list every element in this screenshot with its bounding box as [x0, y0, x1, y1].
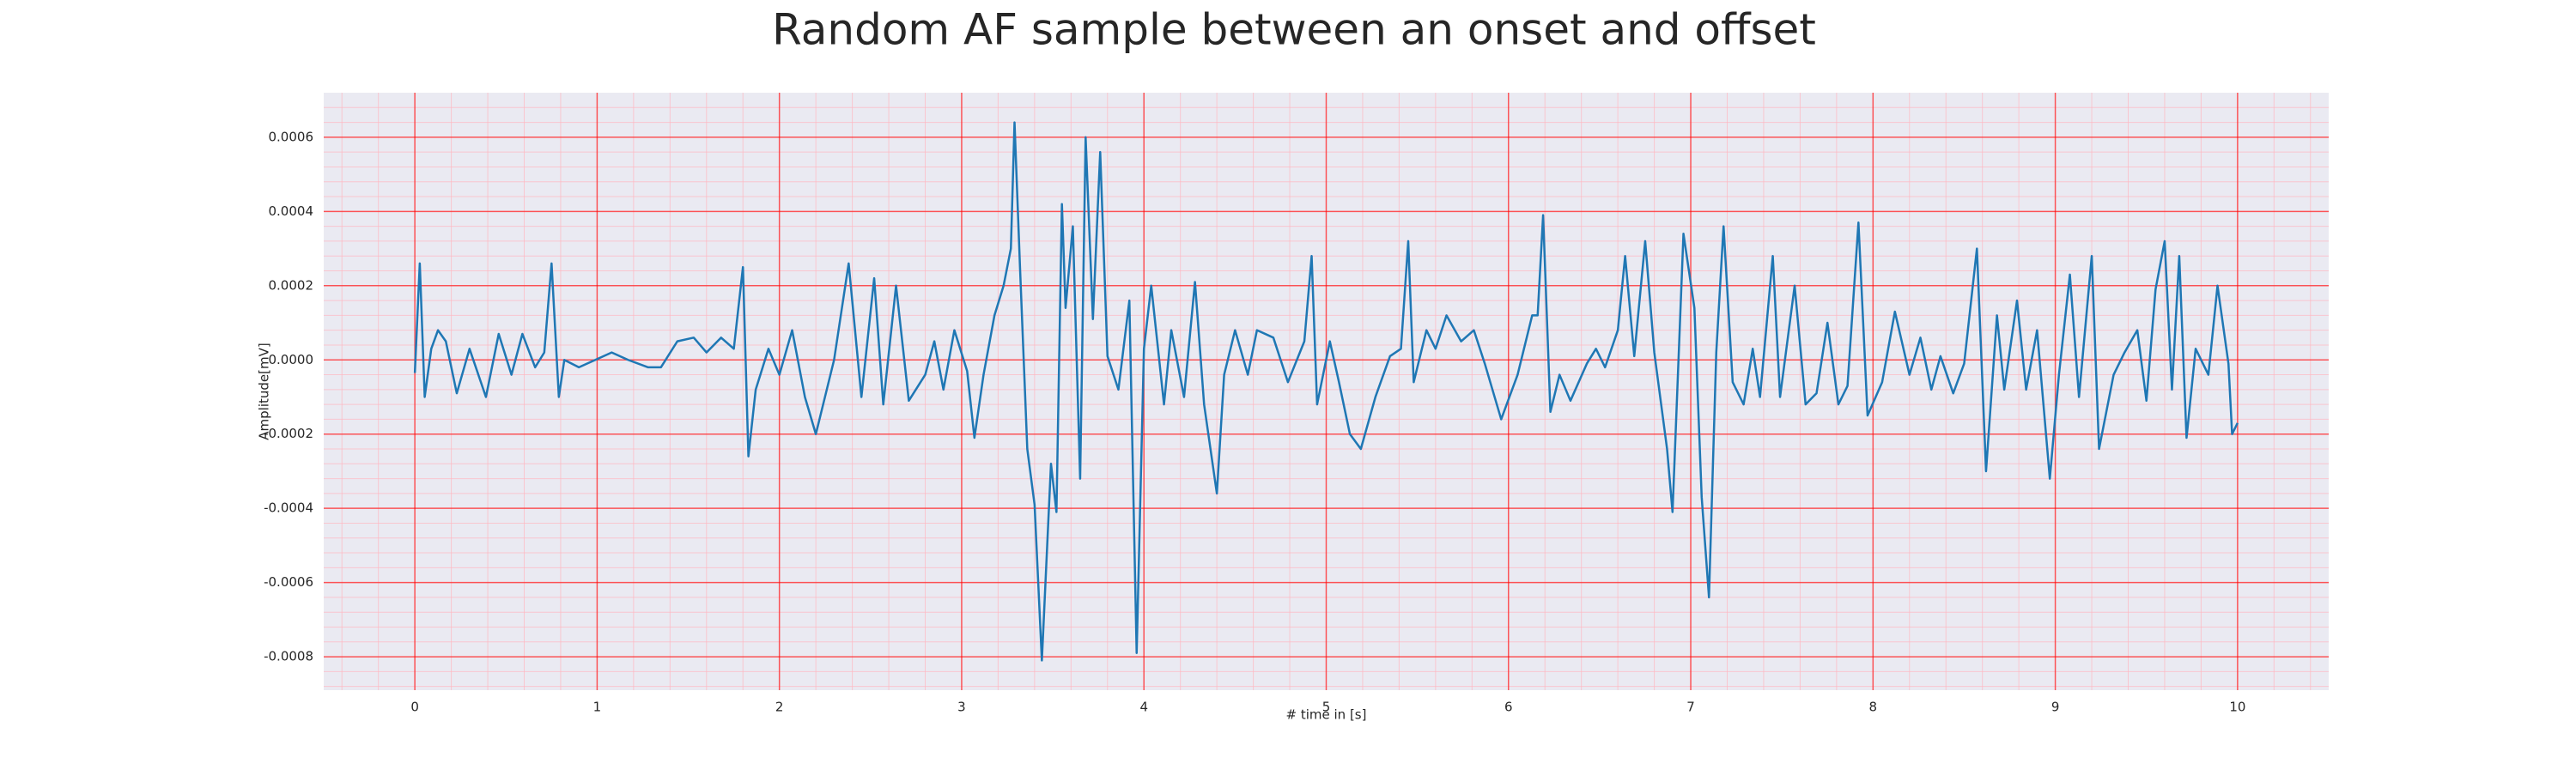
y-tick-label: 0.0002: [269, 277, 314, 293]
y-tick-label: 0.0004: [269, 203, 314, 219]
y-tick-label: -0.0002: [264, 426, 313, 441]
chart-title: Random AF sample between an onset and of…: [772, 5, 1816, 55]
x-tick-label: 5: [1322, 700, 1331, 715]
x-tick-label: 3: [957, 700, 966, 715]
x-tick-label: 8: [1869, 700, 1878, 715]
x-tick-label: 4: [1139, 700, 1148, 715]
x-axis-label: # time in [s]: [1286, 707, 1367, 723]
x-tick-label: 0: [410, 700, 419, 715]
y-tick-label: 0.0006: [269, 129, 314, 144]
x-tick-label: 1: [593, 700, 602, 715]
y-axis-label: Amplitude[mV]: [257, 343, 272, 440]
x-tick-label: 9: [2051, 700, 2060, 715]
y-tick-label: -0.0006: [264, 574, 313, 590]
signal-line: [413, 121, 2239, 662]
x-tick-label: 10: [2229, 700, 2245, 715]
x-tick-label: 6: [1504, 700, 1513, 715]
x-tick-label: 2: [775, 700, 784, 715]
y-tick-label: -0.0004: [264, 500, 313, 516]
y-tick-label: -0.0008: [264, 649, 313, 664]
y-tick-label: 0.0000: [269, 352, 314, 367]
x-tick-label: 7: [1686, 700, 1695, 715]
